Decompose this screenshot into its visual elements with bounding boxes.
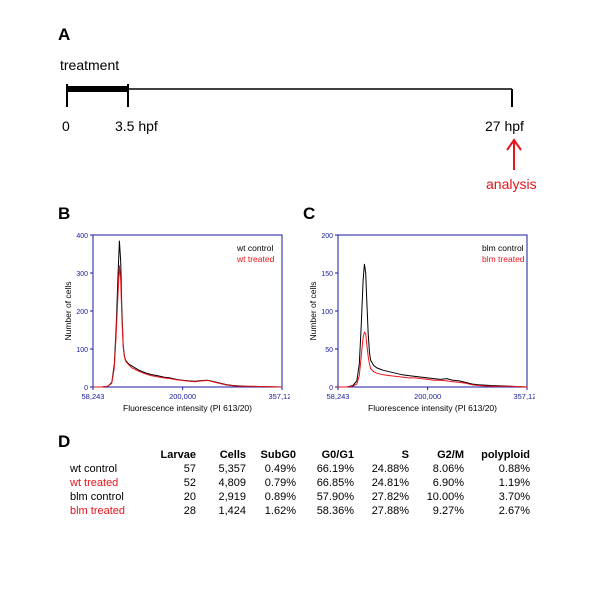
table-row: wt control 57 5,357 0.49% 66.19% 24.88% … [70, 462, 530, 476]
table-header: Larvae [160, 449, 196, 461]
table-header: G2/M [437, 449, 464, 461]
chart-b-x-tick-label: 200,000 [169, 392, 196, 401]
chart-c-y-axis-label: Number of cells [308, 281, 318, 340]
panel-b-label: B [58, 204, 71, 223]
chart-c-legend-entry: blm control [482, 243, 524, 253]
chart-c-y-tick-label: 150 [321, 271, 333, 278]
table-cell: 57.90% [316, 491, 354, 503]
table-cell: 0.49% [264, 463, 296, 475]
table-row: blm treated 28 1,424 1.62% 58.36% 27.88%… [70, 504, 530, 518]
table-cell: 3.70% [498, 491, 530, 503]
chart-c-x-axis-label: Fluorescence intensity (PI 613/20) [368, 403, 497, 413]
table-cell: 1.19% [498, 477, 530, 489]
table-cell: 52 [183, 477, 196, 489]
table-header: Cells [219, 449, 246, 461]
table-cell: 27.82% [371, 491, 409, 503]
tick-label-end: 27 hpf [485, 118, 524, 134]
chart-b-legend-entry: wt treated [236, 254, 275, 264]
table-header-row: Larvae Cells SubG0 G0/G1 S G2/M polyploi… [70, 448, 530, 462]
analysis-arrow-head [506, 138, 522, 151]
table-cell: 2.67% [498, 505, 530, 517]
analysis-label: analysis [486, 176, 537, 192]
row-label: wt control [70, 463, 118, 475]
table-cell: 24.81% [371, 477, 409, 489]
chart-c-x-tick-label: 357,123 [513, 392, 535, 401]
treatment-label: treatment [60, 57, 120, 73]
table-cell: 6.90% [432, 477, 464, 489]
chart-c-y-tick-label: 200 [321, 233, 333, 240]
table-header: polyploid [481, 449, 530, 461]
table-cell: 58.36% [316, 505, 354, 517]
table-cell: 4,809 [218, 477, 246, 489]
chart-c-legend-entry: blm treated [482, 254, 525, 264]
table-cell: 28 [183, 505, 196, 517]
table-cell: 9.27% [432, 505, 464, 517]
table-header: G0/G1 [321, 449, 354, 461]
table-cell: 0.79% [264, 477, 296, 489]
chart-c-y-tick-label: 100 [321, 309, 333, 316]
tick-label-treatment-end: 3.5 hpf [115, 118, 158, 134]
table-cell: 8.06% [432, 463, 464, 475]
table-cell: 57 [183, 463, 196, 475]
panel-a-label: A [58, 25, 71, 44]
row-label: wt treated [70, 477, 119, 489]
chart-c-y-tick-label: 50 [325, 347, 333, 354]
chart-c-x-tick-label: 200,000 [414, 392, 441, 401]
tick-label-start: 0 [62, 118, 70, 134]
table-header: SubG0 [260, 449, 296, 461]
table-cell: 5,357 [218, 463, 246, 475]
table-cell: 0.89% [264, 491, 296, 503]
table-cell: 10.00% [426, 491, 464, 503]
chart-b-y-tick-label: 300 [76, 271, 88, 278]
table-cell: 24.88% [371, 463, 409, 475]
panel-d-label: D [58, 432, 71, 451]
chart-b-x-axis-label: Fluorescence intensity (PI 613/20) [123, 403, 252, 413]
table-cell: 27.88% [371, 505, 409, 517]
timeline [66, 84, 522, 170]
chart-b-y-tick-label: 0 [84, 385, 88, 392]
table-header: S [401, 449, 409, 461]
panel-c-label: C [303, 204, 316, 223]
chart-b-x-tick-label: 58,243 [82, 392, 105, 401]
row-label: blm treated [70, 505, 126, 517]
chart-c: 0 50 100 150 200 58,243 200,000 357,123 Fluoresc… [308, 233, 535, 413]
table-cell: 2,919 [218, 491, 246, 503]
table-cell: 66.19% [316, 463, 354, 475]
chart-b-legend-entry: wt control [236, 243, 273, 253]
row-label: blm control [70, 491, 124, 503]
chart-b-y-axis-label: Number of cells [63, 281, 73, 340]
chart-b-x-tick-label: 357,123 [268, 392, 290, 401]
chart-b: 0 100 200 300 400 58,243 200,000 357,123 Fluores… [63, 233, 290, 413]
chart-b-y-tick-label: 200 [76, 309, 88, 316]
chart-c-x-tick-label: 58,243 [327, 392, 350, 401]
table-row: blm control 20 2,919 0.89% 57.90% 27.82%… [70, 490, 530, 504]
table-cell: 1,424 [218, 505, 246, 517]
chart-b-y-tick-label: 100 [76, 347, 88, 354]
table-header-empty [70, 448, 150, 462]
table-cell: 20 [183, 491, 196, 503]
table-cell: 1.62% [264, 505, 296, 517]
table-cell: 66.85% [316, 477, 354, 489]
cell-cycle-table: Larvae Cells SubG0 G0/G1 S G2/M polyploi… [70, 448, 530, 518]
table-cell: 0.88% [498, 463, 530, 475]
table-row: wt treated 52 4,809 0.79% 66.85% 24.81% … [70, 476, 530, 490]
chart-b-series-line-1 [93, 265, 283, 388]
chart-c-series-line-1 [338, 331, 528, 388]
chart-c-y-tick-label: 0 [329, 385, 333, 392]
chart-b-y-tick-label: 400 [76, 233, 88, 240]
chart-c-series-line-0 [338, 263, 528, 388]
